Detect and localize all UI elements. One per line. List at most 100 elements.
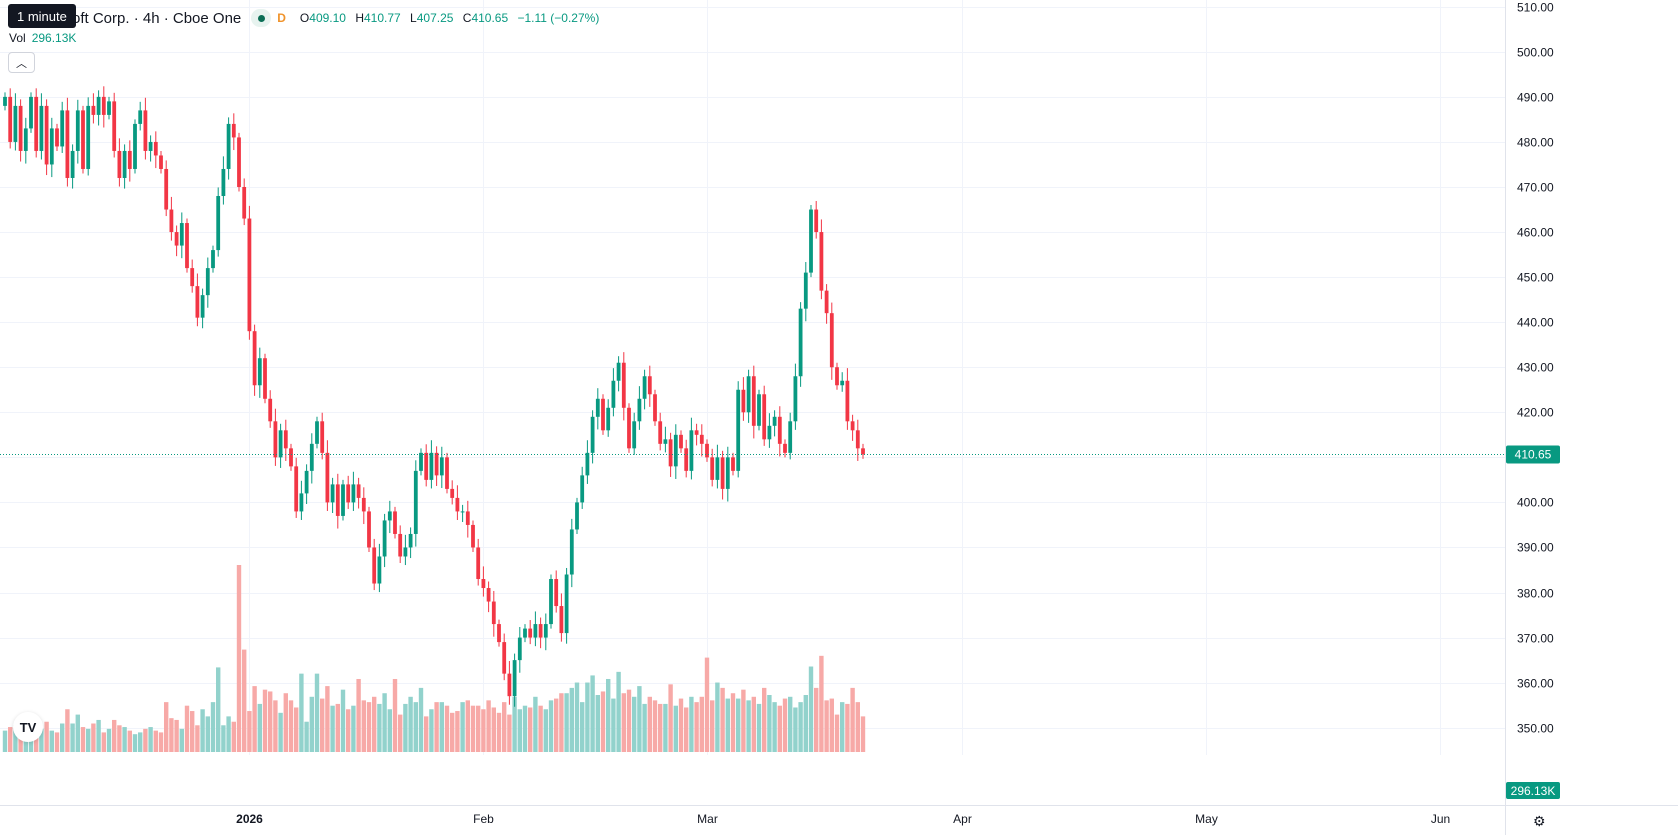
price-tick-label: 500.00 <box>1517 46 1554 60</box>
volume-bar <box>647 696 652 752</box>
tradingview-logo-icon[interactable]: TV <box>13 712 43 742</box>
candle-body <box>512 660 517 697</box>
volume-bar <box>699 696 704 752</box>
volume-bar <box>86 728 91 752</box>
volume-badge <box>1506 782 1560 799</box>
collapse-legend-button[interactable]: ︿ <box>8 52 35 73</box>
volume-bar <box>200 709 205 752</box>
candle-body <box>434 452 439 476</box>
candle-body <box>809 209 813 273</box>
candle-body <box>455 497 460 512</box>
candle-body <box>247 218 252 332</box>
candle-body <box>725 457 730 489</box>
volume-bar <box>377 703 382 752</box>
ohlc-values: O409.10 H410.77 L407.25 C410.65 −1.11 (−… <box>299 11 600 25</box>
volume-bar <box>543 709 548 752</box>
interval-badge[interactable]: D <box>277 11 286 25</box>
volume-bar <box>715 682 720 752</box>
candle-body <box>647 376 652 395</box>
volume-bar <box>273 700 278 752</box>
candle-body <box>720 457 725 489</box>
candle-body <box>829 313 834 368</box>
volume-bar <box>60 723 65 752</box>
candle-body <box>788 421 793 453</box>
volume-value: 296.13K <box>31 31 77 45</box>
volume-bar <box>450 712 455 752</box>
price-axis[interactable]: 510.00 500.00 490.00 480.00 470.00 460.00 450.… <box>0 0 1560 835</box>
candle-body <box>575 502 579 530</box>
candle-body <box>705 443 709 458</box>
time-axis[interactable]: 2026 Feb Mar Apr May Jun <box>0 805 1678 827</box>
candle-body <box>70 150 75 178</box>
volume-bar <box>840 702 845 752</box>
volume-bar <box>366 702 372 752</box>
market-status-icon[interactable] <box>251 9 272 27</box>
candle-body <box>783 443 787 453</box>
candle-body <box>689 430 694 471</box>
volume-bar <box>756 703 762 752</box>
volume-bar <box>611 698 616 752</box>
candle-body <box>424 452 429 480</box>
time-tick-label: May <box>1195 812 1218 826</box>
volume-bar <box>356 678 361 752</box>
candle-body <box>523 628 527 638</box>
volume-bar <box>257 703 262 752</box>
gear-icon[interactable]: ⚙ <box>1533 813 1546 829</box>
candle-body <box>263 358 267 399</box>
candle-body <box>699 434 704 444</box>
volume-bar <box>283 693 288 752</box>
volume-bar <box>174 719 179 752</box>
volume-bar <box>574 682 580 752</box>
volume-bar <box>403 703 408 752</box>
candle-body <box>767 425 772 440</box>
price-tick-label: 430.00 <box>1517 361 1554 375</box>
volume-bar <box>361 700 366 752</box>
volume-bar <box>564 693 569 752</box>
candle-body <box>580 475 585 503</box>
volume-bar <box>710 700 715 752</box>
candle-body <box>117 150 122 178</box>
volume-bar <box>309 696 314 752</box>
volume-bars <box>2 565 866 752</box>
volume-bar <box>75 714 80 752</box>
volume-bar <box>424 716 429 752</box>
candle-body <box>850 421 855 431</box>
volume-bar <box>746 700 751 752</box>
candle-body <box>637 398 642 422</box>
volume-bar <box>382 693 387 752</box>
volume-bar <box>782 698 788 752</box>
candle-body <box>502 642 507 674</box>
volume-bar <box>335 703 340 752</box>
candle-body <box>242 186 247 219</box>
candle-body <box>101 96 106 115</box>
candle-body <box>601 398 605 431</box>
candle-body <box>595 398 600 417</box>
candle-body <box>34 96 39 151</box>
symbol-title[interactable]: oft Corp. · 4h · Cboe One <box>72 9 242 27</box>
volume-bar <box>247 711 252 752</box>
candle-body <box>679 434 683 449</box>
volume-bar <box>502 702 507 752</box>
volume-bar <box>268 691 273 752</box>
candle-body <box>75 110 80 151</box>
volume-bar <box>704 657 710 752</box>
volume-bar <box>314 673 320 752</box>
price-tick-label: 490.00 <box>1517 91 1554 105</box>
volume-bar <box>606 678 611 752</box>
volume-bar <box>242 649 247 752</box>
candle-body <box>169 209 174 233</box>
volume-bar <box>476 705 481 752</box>
candle-body <box>211 250 215 269</box>
candle-body <box>450 488 455 498</box>
volume-bar <box>158 732 164 752</box>
candle-body <box>731 457 735 471</box>
candle-body <box>86 105 91 169</box>
candle-body <box>819 232 824 291</box>
time-tick-label: Feb <box>473 812 494 826</box>
candle-body <box>757 394 761 426</box>
candle-body <box>294 466 299 512</box>
volume-bar <box>652 700 658 752</box>
candle-body <box>55 128 59 147</box>
candle-body <box>304 470 309 494</box>
